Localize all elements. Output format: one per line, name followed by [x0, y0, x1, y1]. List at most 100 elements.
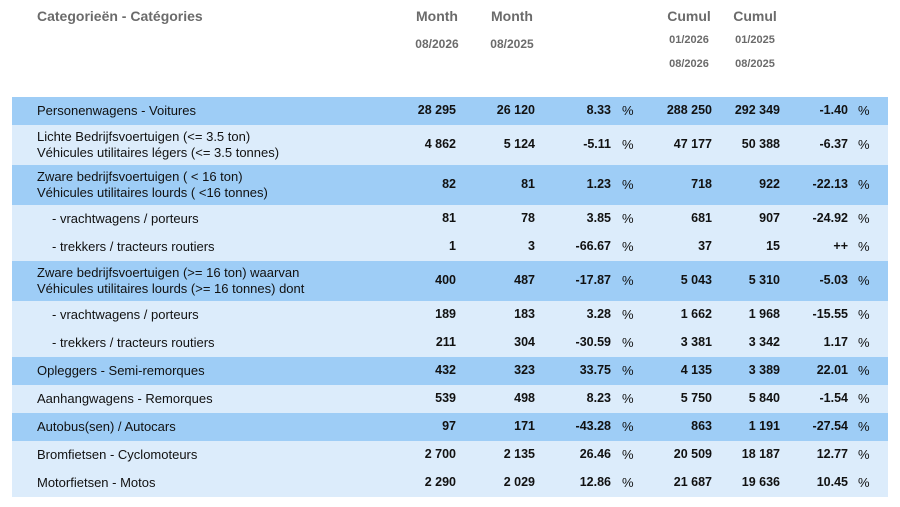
cell-value: 1 191: [748, 419, 780, 433]
header-title: Categorieën - Catégories: [37, 8, 203, 24]
cell-value: 20 509: [673, 447, 712, 461]
cell-unit: %: [858, 177, 870, 192]
cell-value: 8.23: [586, 391, 611, 405]
cell-value: 37: [698, 239, 712, 253]
cell-value: 47 177: [673, 137, 712, 151]
table-row: - trekkers / tracteurs routiers 211 304 -30…: [12, 329, 888, 357]
cell-unit: %: [622, 211, 634, 226]
cell-value: -5.03: [819, 273, 849, 287]
row-label: Personenwagens - Voitures: [37, 103, 196, 118]
column-label: Month: [491, 8, 533, 24]
table-row: - trekkers / tracteurs routiers 1 3 -66.67%…: [12, 233, 888, 261]
cell-value: 1: [449, 239, 456, 253]
row-label: Opleggers - Semi-remorques: [37, 363, 205, 378]
cell-value: 22.01: [816, 363, 848, 377]
row-label: Véhicules utilitaires lourds ( <16 tonne…: [37, 185, 268, 200]
cell-value: 3 381: [680, 335, 712, 349]
cell-value: 681: [691, 211, 712, 225]
cell-value: 183: [514, 307, 535, 321]
cell-unit: %: [858, 211, 870, 226]
cell-unit: %: [622, 419, 634, 434]
cell-unit: %: [858, 307, 870, 322]
column-label: Month: [416, 8, 458, 24]
cell-value: 18 187: [741, 447, 780, 461]
cell-unit: %: [622, 239, 634, 254]
cell-value: 288 250: [666, 103, 712, 117]
cell-value: 12.77: [816, 447, 848, 461]
column-label: Cumul: [667, 8, 711, 24]
cell-value: 5 750: [680, 391, 712, 405]
cell-value: 12.86: [579, 475, 611, 489]
cell-value: 19 636: [741, 475, 780, 489]
cell-value: -30.59: [575, 335, 611, 349]
cell-value: -17.87: [575, 273, 611, 287]
cell-unit: %: [858, 103, 870, 118]
cell-value: 863: [691, 419, 712, 433]
cell-value: 2 029: [503, 475, 535, 489]
cell-value: 922: [759, 177, 780, 191]
cell-value: 97: [442, 419, 456, 433]
cell-value: 78: [521, 211, 535, 225]
cell-value: 5 840: [748, 391, 780, 405]
cell-value: -1.40: [819, 103, 849, 117]
row-label: Véhicules utilitaires légers (<= 3.5 ton…: [37, 145, 280, 160]
cell-value: 718: [691, 177, 712, 191]
table-row: Autobus(sen) / Autocars 97 171 -43.28% 863 1 …: [12, 413, 888, 441]
table-row: Lichte Bedrijfsvoertuigen (<= 3.5 ton) Vé…: [12, 125, 888, 165]
cell-value: 2 135: [503, 447, 535, 461]
table-row: Motorfietsen - Motos 2 290 2 029 12.86% 21 6…: [12, 469, 888, 497]
cell-value: 10.45: [816, 475, 848, 489]
row-label: - vrachtwagens / porteurs: [52, 307, 199, 322]
cell-unit: %: [622, 177, 634, 192]
table-row: - vrachtwagens / porteurs 189 183 3.28% 1 66…: [12, 301, 888, 329]
cell-unit: %: [622, 307, 634, 322]
cell-value: 33.75: [579, 363, 611, 377]
cell-unit: %: [622, 273, 634, 288]
cell-value: 5 310: [748, 273, 780, 287]
cell-value: 1 662: [680, 307, 712, 321]
cell-value: 81: [521, 177, 535, 191]
cell-unit: %: [622, 103, 634, 118]
table-row: Zware bedrijfsvoertuigen (>= 16 ton) waa…: [12, 261, 888, 301]
cell-value: 1.17: [823, 335, 848, 349]
cell-unit: %: [622, 137, 634, 152]
cell-value: 487: [514, 273, 535, 287]
column-label: Cumul: [733, 8, 777, 24]
cell-unit: %: [858, 363, 870, 378]
cell-value: 539: [435, 391, 456, 405]
cell-unit: %: [858, 475, 870, 490]
cell-value: -5.11: [583, 137, 611, 151]
column-period: 08/2025: [735, 58, 775, 70]
cell-value: 8.33: [586, 103, 611, 117]
cell-unit: %: [858, 239, 870, 254]
table-row: Zware bedrijfsvoertuigen ( < 16 ton) Véhi…: [12, 165, 888, 205]
cell-value: 498: [514, 391, 535, 405]
column-period: 01/2026: [669, 34, 709, 46]
column-period: 08/2025: [490, 37, 534, 51]
cell-value: 5 043: [680, 273, 712, 287]
cell-value: -1.54: [819, 391, 849, 405]
cell-value: -43.28: [575, 419, 611, 433]
cell-value: 3: [528, 239, 535, 253]
cell-unit: %: [858, 137, 870, 152]
cell-value: -22.13: [812, 177, 848, 191]
cell-value: 3.85: [586, 211, 611, 225]
cell-unit: %: [622, 391, 634, 406]
cell-value: 3.28: [586, 307, 611, 321]
cell-unit: %: [858, 447, 870, 462]
cell-value: -15.55: [812, 307, 848, 321]
cell-value: 323: [514, 363, 535, 377]
cell-unit: %: [622, 475, 634, 490]
table-row: Aanhangwagens - Remorques 539 498 8.23% 5 75…: [12, 385, 888, 413]
cell-value: -27.54: [812, 419, 848, 433]
cell-unit: %: [858, 419, 870, 434]
row-label: Aanhangwagens - Remorques: [37, 391, 213, 406]
cell-value: 171: [514, 419, 535, 433]
row-label: Bromfietsen - Cyclomoteurs: [37, 447, 198, 462]
cell-value: 26 120: [496, 103, 535, 117]
cell-value: 432: [435, 363, 456, 377]
row-label: Zware bedrijfsvoertuigen (>= 16 ton) waa…: [37, 265, 300, 280]
cell-unit: %: [858, 273, 870, 288]
row-label: - vrachtwagens / porteurs: [52, 211, 199, 226]
